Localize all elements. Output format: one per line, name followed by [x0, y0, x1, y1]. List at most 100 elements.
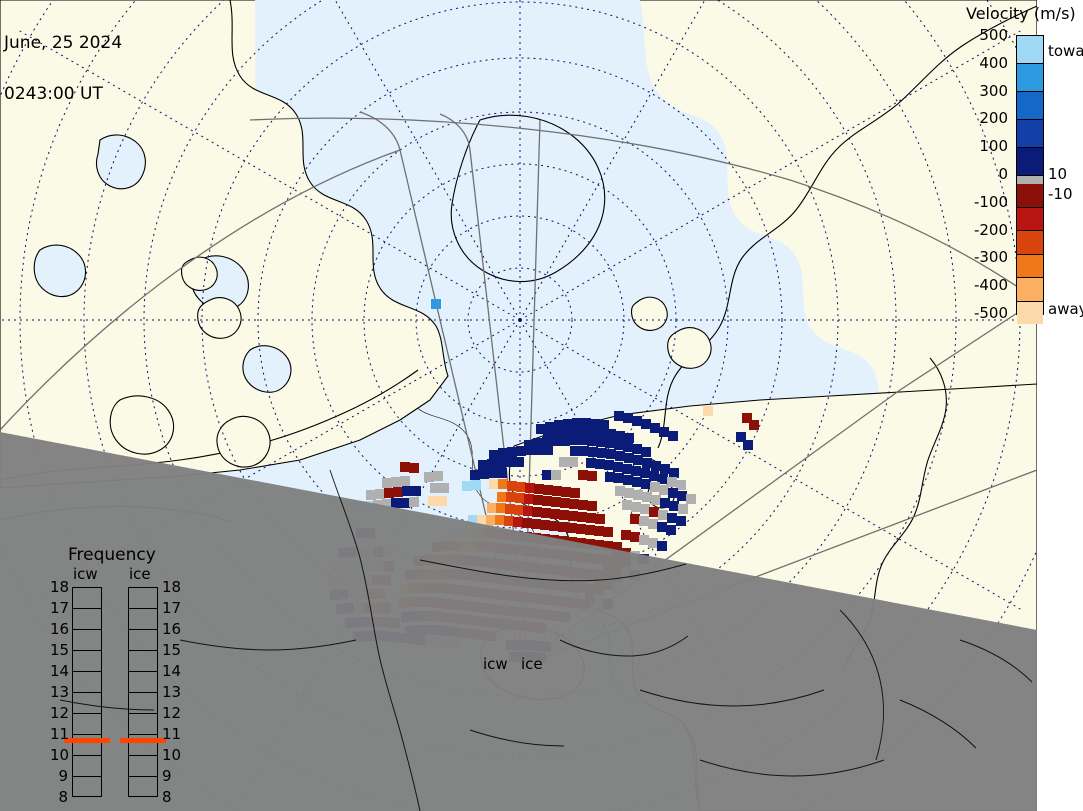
velocity-cell: [660, 464, 670, 474]
colorbar-band-negative: [1017, 184, 1043, 208]
velocity-cell: [631, 502, 641, 512]
velocity-cell: [543, 485, 553, 495]
frequency-scale-label-left: 8: [58, 788, 68, 806]
velocity-cell: [424, 472, 434, 482]
timestamp-block: June, 25 2024 0243:00 UT: [4, 1, 122, 137]
velocity-cell: [531, 519, 541, 529]
velocity-cell: [554, 420, 564, 430]
velocity-cell: [586, 513, 596, 523]
velocity-cell: [498, 448, 508, 458]
velocity-cell: [667, 513, 677, 523]
velocity-cell: [560, 498, 570, 508]
velocity-cell: [614, 411, 624, 421]
velocity-cell: [587, 471, 597, 481]
velocity-cell: [669, 468, 679, 478]
velocity-cell: [532, 507, 542, 517]
velocity-cell: [579, 427, 589, 437]
velocity-cell: [631, 466, 641, 476]
velocity-cell: [615, 486, 625, 496]
velocity-cell: [439, 483, 449, 493]
velocity-cell: [597, 428, 607, 438]
colorbar-band-negative: [1017, 231, 1043, 255]
velocity-cell: [651, 461, 661, 471]
velocity-cell: [641, 419, 651, 429]
velocity-cell: [384, 488, 394, 498]
velocity-cell: [604, 460, 614, 470]
velocity-cell: [541, 508, 551, 518]
velocity-cell: [433, 471, 443, 481]
velocity-cell: [648, 519, 658, 529]
velocity-cell: [586, 458, 596, 468]
velocity-cell: [659, 427, 669, 437]
velocity-cell: [742, 413, 752, 423]
frequency-scale-label-left: 18: [50, 578, 70, 596]
colorbar-band-positive: [1017, 120, 1043, 148]
velocity-cell: [632, 444, 642, 454]
velocity-cell: [579, 446, 589, 456]
velocity-cell: [561, 487, 571, 497]
velocity-cell: [514, 457, 524, 467]
velocity-cell: [568, 511, 578, 521]
frequency-scale-label-left: 10: [50, 746, 70, 764]
colorbar-tick-label: -200: [973, 220, 1008, 239]
velocity-cell: [605, 472, 615, 482]
velocity-cell: [648, 538, 658, 548]
velocity-cell: [504, 516, 514, 526]
velocity-cell: [525, 483, 535, 493]
frequency-scale-label-right: 16: [162, 620, 182, 638]
velocity-cell: [660, 498, 670, 508]
colorbar-tick-label: 500: [979, 26, 1008, 44]
velocity-cell: [568, 457, 578, 467]
velocity-cell: [523, 506, 533, 516]
velocity-cell: [678, 504, 688, 514]
velocity-cell: [487, 459, 497, 469]
frequency-bar-segment: [129, 588, 157, 609]
velocity-cell: [471, 480, 481, 490]
velocity-cell: [642, 492, 652, 502]
velocity-cell: [542, 470, 552, 480]
velocity-cell: [668, 488, 678, 498]
velocity-cell: [605, 438, 615, 448]
velocity-cell: [536, 424, 546, 434]
frequency-bar-segment: [129, 609, 157, 630]
frequency-bar-segment: [73, 588, 101, 609]
frequency-bar-segment: [73, 714, 101, 735]
velocity-cell: [570, 446, 580, 456]
velocity-cell: [615, 431, 625, 441]
colorbar-band-zero: [1017, 176, 1043, 184]
velocity-cell: [428, 496, 438, 506]
frequency-bar-segment: [129, 672, 157, 693]
velocity-cell: [703, 406, 713, 416]
frequency-scale-label-left: 13: [50, 683, 70, 701]
velocity-cell: [551, 470, 561, 480]
velocity-cell: [686, 494, 696, 504]
velocity-cell: [525, 445, 535, 455]
velocity-cell: [514, 505, 524, 515]
velocity-cell: [569, 499, 579, 509]
frequency-scale-label-right: 11: [162, 725, 182, 743]
frequency-marker-icw: [64, 738, 110, 744]
frequency-bar-segment: [73, 630, 101, 651]
colorbar-tick-label: 0: [998, 165, 1008, 183]
velocity-cell: [641, 479, 651, 489]
velocity-cell: [400, 462, 410, 472]
velocity-cell: [534, 484, 544, 494]
frequency-scale-label-left: 16: [50, 620, 70, 638]
velocity-cell: [649, 507, 659, 517]
velocity-cell: [603, 541, 613, 551]
velocity-cell: [409, 497, 419, 507]
velocity-cell: [400, 498, 410, 508]
velocity-cell: [650, 423, 660, 433]
velocity-cell: [507, 481, 517, 491]
velocity-cell: [578, 470, 588, 480]
colorbar-positive-threshold-label: 10: [1048, 165, 1068, 183]
velocity-cell: [572, 418, 582, 428]
velocity-cell: [570, 428, 580, 438]
velocity-cell: [486, 515, 496, 525]
velocity-cell: [578, 500, 588, 510]
velocity-cell: [588, 427, 598, 437]
velocity-cell: [558, 522, 568, 532]
velocity-cell: [633, 455, 643, 465]
frequency-bar-segment: [129, 756, 157, 777]
velocity-cell: [366, 490, 376, 500]
